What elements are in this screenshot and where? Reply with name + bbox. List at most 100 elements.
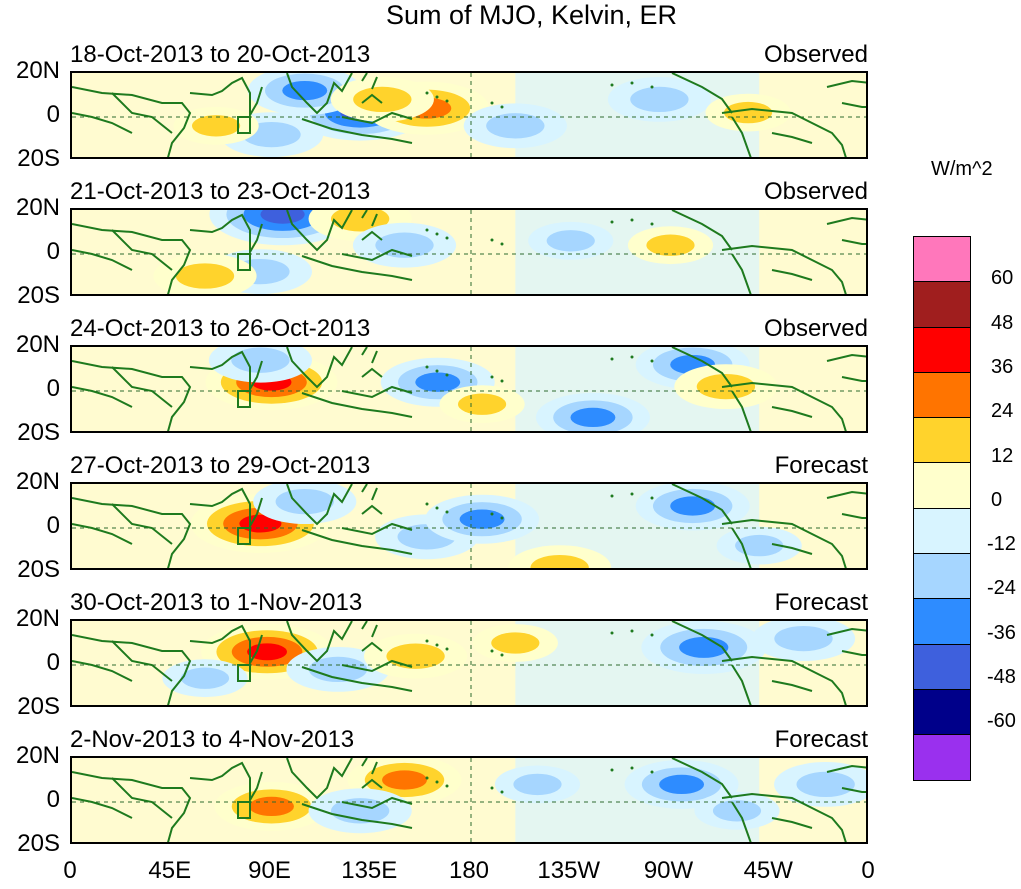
y-tick-label: 20N — [15, 468, 60, 495]
y-tick-label: 0 — [46, 375, 60, 402]
map-panel — [70, 482, 868, 570]
coastline — [361, 93, 383, 104]
island — [650, 359, 654, 363]
island — [435, 95, 439, 99]
coastline — [341, 385, 413, 399]
coastline — [771, 406, 813, 418]
coastline — [111, 366, 173, 408]
coastline — [341, 659, 413, 673]
island — [445, 510, 449, 514]
colorbar-label: -12 — [987, 533, 1016, 556]
coastline — [301, 529, 413, 555]
colorbar-label: 48 — [991, 311, 1014, 334]
coastline — [341, 248, 413, 262]
y-tick-label: 20N — [15, 742, 60, 769]
anomaly-contour — [415, 372, 461, 392]
panel-status: Observed — [763, 315, 868, 342]
x-tick-label: 90W — [643, 857, 694, 884]
colorbar-swatch — [913, 507, 971, 554]
coastline — [671, 484, 733, 525]
coastline — [301, 255, 413, 281]
coastline — [286, 347, 353, 389]
coastline — [361, 210, 378, 227]
island — [610, 357, 614, 361]
anomaly-contour — [458, 393, 507, 415]
coastline — [111, 92, 173, 134]
y-tick-label: 20S — [17, 419, 60, 446]
island — [500, 516, 504, 520]
coastline — [721, 792, 847, 842]
y-tick-label: 20N — [15, 194, 60, 221]
chart-title: Sum of MJO, Kelvin, ER — [385, 0, 678, 30]
coastline — [341, 796, 413, 810]
island — [425, 228, 429, 232]
y-tick-label: 0 — [46, 101, 60, 128]
coastline — [72, 771, 192, 842]
panel-status: Forecast — [774, 589, 868, 616]
colorbar-swatch — [913, 553, 971, 599]
y-tick-label: 0 — [46, 649, 60, 676]
colorbar-swatch — [913, 598, 971, 644]
map-svg — [72, 210, 866, 294]
island — [435, 369, 439, 373]
coastline — [72, 523, 133, 545]
coastline — [189, 761, 263, 804]
colorbar-label: 36 — [991, 355, 1014, 378]
map-svg — [72, 758, 866, 842]
y-tick-label: 20N — [15, 331, 60, 358]
anomaly-contour — [570, 407, 616, 428]
coastline — [286, 758, 353, 800]
anomaly-contour — [735, 534, 784, 557]
anomaly-contour — [630, 86, 689, 113]
colorbar-label: 60 — [991, 267, 1014, 290]
coastline — [72, 112, 133, 134]
island — [425, 91, 429, 95]
x-tick-label: 45E — [148, 857, 192, 884]
coastline — [237, 527, 251, 545]
coastline — [721, 107, 847, 157]
colorbar-label: -48 — [987, 666, 1016, 688]
island — [425, 639, 429, 643]
island — [630, 81, 634, 85]
island — [500, 242, 504, 246]
y-tick-label: 20S — [17, 693, 60, 720]
map-panel — [70, 345, 868, 433]
coastline — [841, 650, 866, 656]
y-tick-label: 0 — [46, 512, 60, 539]
island — [630, 766, 634, 770]
x-tick-label: 0 — [63, 857, 77, 884]
island — [650, 770, 654, 774]
anomaly-contour — [231, 347, 290, 373]
coastline — [361, 367, 383, 378]
coastline — [72, 797, 133, 819]
coastline — [361, 347, 378, 364]
anomaly-contour — [646, 234, 695, 256]
panel-status: Observed — [763, 178, 868, 205]
panel-period: 2-Nov-2013 to 4-Nov-2013 — [70, 726, 355, 753]
anomaly-contour — [530, 554, 589, 568]
coastline — [721, 244, 847, 294]
x-tick-label: 135E — [341, 857, 398, 884]
coastline — [841, 102, 866, 108]
x-tick-label: 45W — [743, 857, 793, 884]
island — [490, 238, 494, 242]
island — [445, 99, 449, 103]
island — [490, 101, 494, 105]
island — [650, 222, 654, 226]
colorbar-label: -60 — [987, 710, 1016, 733]
y-tick-label: 20N — [15, 57, 60, 84]
colorbar-swatch — [913, 688, 971, 735]
colorbar-label: 12 — [991, 444, 1014, 467]
coastline — [189, 350, 263, 393]
coastline — [731, 527, 752, 568]
coastline — [237, 801, 251, 819]
coastline — [72, 86, 192, 157]
coastline — [841, 376, 866, 382]
panel-period: 27-Oct-2013 to 29-Oct-2013 — [70, 452, 371, 479]
anomaly-contour — [796, 771, 855, 798]
x-tick-label: 90E — [248, 857, 291, 884]
island — [425, 365, 429, 369]
anomaly-contour — [331, 210, 390, 232]
map-svg — [72, 73, 866, 157]
colorbar-swatch — [913, 236, 971, 282]
